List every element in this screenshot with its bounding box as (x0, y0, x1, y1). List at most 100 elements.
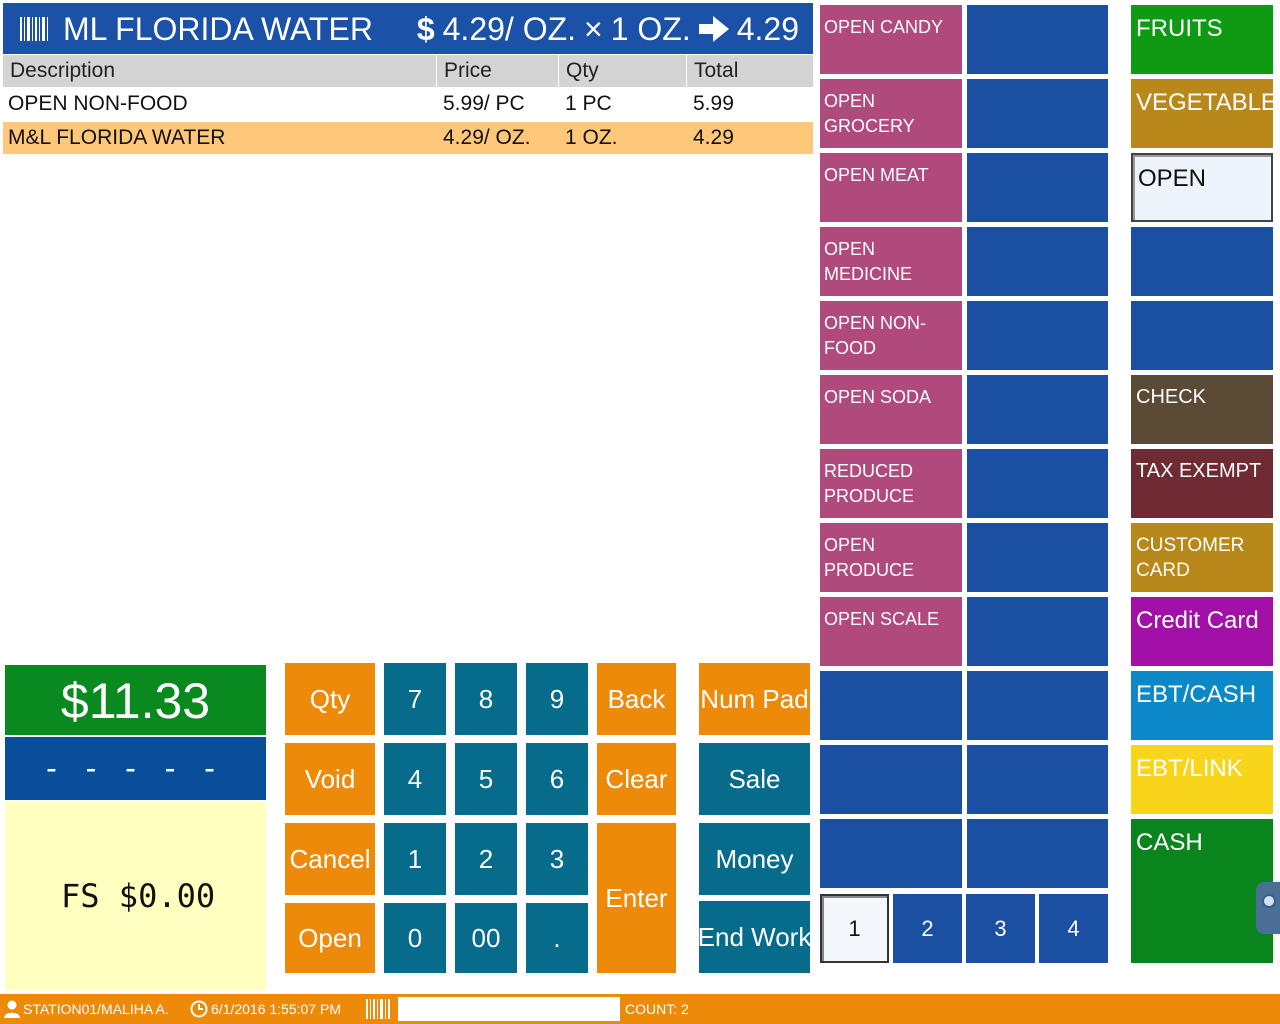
enter-button[interactable]: Enter (597, 823, 676, 973)
column-description: Description (10, 59, 116, 82)
row-total: 4.29 (693, 126, 734, 149)
key-00[interactable]: 00 (455, 903, 517, 973)
back-button[interactable]: Back (597, 663, 676, 735)
open-key-button[interactable]: OPEN (1131, 153, 1273, 222)
fruits-button[interactable]: FRUITS (1131, 5, 1273, 74)
dept-reduced-produce[interactable]: REDUCED PRODUCE (820, 449, 962, 518)
qty-button[interactable]: Qty (285, 663, 375, 735)
change-display: - - - - - (5, 737, 266, 800)
clear-button[interactable]: Clear (597, 743, 676, 815)
barcode-icon (20, 17, 48, 41)
support-icon (1262, 894, 1276, 908)
check-button[interactable]: CHECK (1131, 375, 1273, 444)
current-item-name: ML FLORIDA WATER (63, 11, 373, 47)
station-user-label: STATION01/MALIHA A. (23, 1001, 169, 1017)
open-button[interactable]: Open (285, 903, 375, 973)
row-description: M&L FLORIDA WATER (8, 126, 226, 149)
key-decimal[interactable]: . (526, 903, 588, 973)
credit-card-button[interactable]: Credit Card (1131, 597, 1273, 666)
key-3[interactable]: 3 (526, 823, 588, 895)
dept-open-soda[interactable]: OPEN SODA (820, 375, 962, 444)
void-button[interactable]: Void (285, 743, 375, 815)
empty-key[interactable] (967, 153, 1108, 222)
unit-price: 4.29/ OZ. (442, 11, 577, 47)
money-button[interactable]: Money (699, 823, 810, 895)
column-total: Total (686, 55, 813, 87)
items-table-header: Description Price Qty Total (3, 55, 813, 87)
table-row[interactable]: OPEN NON-FOOD 5.99/ PC 1 PC 5.99 (3, 88, 813, 120)
page-2-button[interactable]: 2 (893, 894, 962, 963)
ebt-cash-button[interactable]: EBT/CASH (1131, 671, 1273, 740)
station-user: STATION01/MALIHA A. (4, 994, 169, 1024)
row-price: 4.29/ OZ. (443, 126, 531, 149)
empty-key[interactable] (967, 449, 1108, 518)
column-qty: Qty (558, 55, 686, 87)
current-item-calc: $ 4.29/ OZ. × 1 OZ. 4.29 (417, 11, 799, 47)
vegetables-button[interactable]: VEGETABLES (1131, 79, 1280, 148)
num-pad-button[interactable]: Num Pad (699, 663, 810, 735)
datetime-label: 6/1/2016 1:55:07 PM (211, 1001, 341, 1017)
transaction-total: $11.33 (5, 665, 266, 735)
page-1-button[interactable]: 1 (820, 894, 889, 963)
end-work-button[interactable]: End Work (698, 901, 811, 973)
row-qty: 1 PC (565, 92, 612, 115)
key-8[interactable]: 8 (455, 663, 517, 735)
key-7[interactable]: 7 (384, 663, 446, 735)
remote-support-tab[interactable] (1256, 882, 1280, 934)
row-total: 5.99 (693, 92, 734, 115)
empty-key[interactable] (967, 523, 1108, 592)
key-4[interactable]: 4 (384, 743, 446, 815)
tax-exempt-button[interactable]: TAX EXEMPT (1131, 449, 1273, 518)
line-result: 4.29 (736, 11, 799, 47)
empty-key[interactable] (1131, 301, 1273, 370)
empty-key[interactable] (967, 227, 1108, 296)
cash-button[interactable]: CASH (1131, 819, 1273, 963)
dept-open-medicine[interactable]: OPEN MEDICINE (820, 227, 962, 296)
times-sign: × (584, 11, 603, 47)
key-0[interactable]: 0 (384, 903, 446, 973)
ebt-link-button[interactable]: EBT/LINK (1131, 745, 1273, 814)
dept-open-meat[interactable]: OPEN MEAT (820, 153, 962, 222)
empty-key[interactable] (967, 301, 1108, 370)
row-qty: 1 OZ. (565, 126, 618, 149)
user-icon (4, 1000, 20, 1018)
row-price: 5.99/ PC (443, 92, 525, 115)
key-5[interactable]: 5 (455, 743, 517, 815)
key-6[interactable]: 6 (526, 743, 588, 815)
current-item-header: ML FLORIDA WATER $ 4.29/ OZ. × 1 OZ. 4.2… (3, 3, 813, 54)
food-stamp-balance: FS $0.00 (5, 802, 266, 990)
empty-key[interactable] (820, 745, 962, 814)
empty-key[interactable] (820, 671, 962, 740)
key-1[interactable]: 1 (384, 823, 446, 895)
dept-open-produce[interactable]: OPEN PRODUCE (820, 523, 962, 592)
arrow-right-icon (698, 16, 729, 42)
empty-key[interactable] (1131, 227, 1273, 296)
table-row-selected[interactable]: M&L FLORIDA WATER 4.29/ OZ. 1 OZ. 4.29 (3, 122, 813, 154)
empty-key[interactable] (820, 819, 962, 888)
dept-open-scale[interactable]: OPEN SCALE (820, 597, 962, 666)
barcode-icon (366, 999, 390, 1019)
status-bar: STATION01/MALIHA A. 6/1/2016 1:55:07 PM … (0, 994, 1280, 1024)
dept-open-non-food[interactable]: OPEN NON-FOOD (820, 301, 962, 370)
empty-key[interactable] (967, 375, 1108, 444)
empty-key[interactable] (967, 819, 1108, 888)
dept-open-grocery[interactable]: OPEN GROCERY (820, 79, 962, 148)
key-2[interactable]: 2 (455, 823, 517, 895)
empty-key[interactable] (967, 745, 1108, 814)
empty-key[interactable] (967, 5, 1108, 74)
page-3-button[interactable]: 3 (966, 894, 1035, 963)
empty-key[interactable] (967, 671, 1108, 740)
item-count: COUNT: 2 (625, 1001, 689, 1017)
key-9[interactable]: 9 (526, 663, 588, 735)
barcode-scan-input[interactable] (398, 997, 620, 1021)
empty-key[interactable] (967, 597, 1108, 666)
empty-key[interactable] (967, 79, 1108, 148)
quantity: 1 OZ. (610, 11, 691, 47)
cancel-button[interactable]: Cancel (285, 823, 375, 895)
clock-icon (190, 1000, 208, 1018)
column-price: Price (436, 55, 558, 87)
customer-card-button[interactable]: CUSTOMER CARD (1131, 523, 1273, 592)
page-4-button[interactable]: 4 (1039, 894, 1108, 963)
dept-open-candy[interactable]: OPEN CANDY (820, 5, 962, 74)
sale-button[interactable]: Sale (699, 743, 810, 815)
